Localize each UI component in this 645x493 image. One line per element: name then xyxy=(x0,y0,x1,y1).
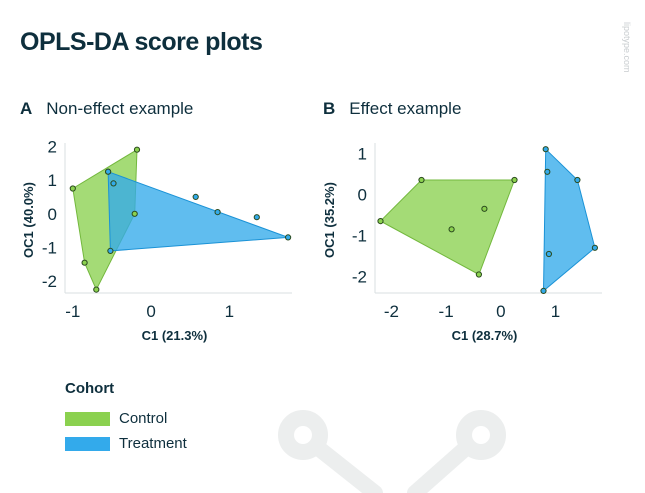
panel-b-letter: B xyxy=(323,99,336,118)
point-control xyxy=(93,286,100,293)
y-axis-title: OC1 (35.2%) xyxy=(322,182,337,258)
point-treatment xyxy=(105,168,112,175)
y-tick-label: -2 xyxy=(352,268,367,287)
y-tick-label: 1 xyxy=(358,144,367,163)
point-treatment xyxy=(545,250,553,258)
point-treatment xyxy=(574,176,581,184)
page-title: OPLS-DA score plots xyxy=(20,28,263,56)
point-treatment xyxy=(540,287,547,294)
point-control xyxy=(81,259,88,266)
panel-a-name: Non-effect example xyxy=(46,99,194,118)
point-control xyxy=(377,218,384,225)
x-axis-title: C1 (21.3%) xyxy=(142,328,208,343)
point-control xyxy=(511,176,518,184)
x-tick-label: 1 xyxy=(225,302,234,321)
point-treatment xyxy=(253,214,260,221)
legend-label-treatment: Treatment xyxy=(119,435,187,452)
panel-b-label: B Effect example xyxy=(323,99,461,119)
legend-item-treatment: Treatment xyxy=(65,431,187,456)
point-control xyxy=(481,205,488,212)
panel-b-name: Effect example xyxy=(349,99,462,118)
x-tick-label: 0 xyxy=(496,302,505,321)
point-control xyxy=(131,210,138,217)
y-tick-label: 0 xyxy=(358,185,367,204)
point-control xyxy=(69,185,76,192)
x-axis-title: C1 (28.7%) xyxy=(452,328,518,343)
x-tick-label: 0 xyxy=(146,302,155,321)
x-tick-label: 1 xyxy=(551,302,560,321)
legend-swatch-control xyxy=(65,411,110,426)
hull-control xyxy=(379,179,516,276)
point-control xyxy=(418,176,425,184)
point-treatment xyxy=(110,180,117,187)
y-tick-label: -1 xyxy=(42,238,57,257)
x-tick-label: -2 xyxy=(384,302,399,321)
y-tick-label: 0 xyxy=(48,205,57,224)
point-treatment xyxy=(591,244,599,251)
legend-title: Cohort xyxy=(65,380,115,397)
point-treatment xyxy=(544,168,551,175)
hull-treatment xyxy=(107,170,289,252)
panel-a-label: A Non-effect example xyxy=(20,99,193,119)
point-control xyxy=(475,271,482,278)
legend-label-control: Control xyxy=(119,410,168,427)
point-control xyxy=(448,226,455,233)
point-treatment xyxy=(214,209,221,216)
legend: Cohort Control Treatment xyxy=(65,380,187,456)
legend-item-control: Control xyxy=(65,406,187,431)
point-treatment xyxy=(192,193,199,200)
panel-a-letter: A xyxy=(20,99,33,118)
y-axis-title: OC1 (40.0%) xyxy=(21,182,36,258)
y-tick-label: 1 xyxy=(48,171,57,190)
x-tick-label: -1 xyxy=(439,302,454,321)
point-treatment xyxy=(107,247,114,254)
legend-swatch-treatment xyxy=(65,436,110,451)
point-treatment xyxy=(285,234,292,241)
point-control xyxy=(133,146,141,153)
lipotype-logo-watermark xyxy=(278,410,506,493)
x-tick-label: -1 xyxy=(65,302,80,321)
y-tick-label: -2 xyxy=(42,272,57,291)
point-treatment xyxy=(542,146,549,153)
y-tick-label: 2 xyxy=(48,137,57,156)
hull-treatment xyxy=(542,148,596,292)
y-tick-label: -1 xyxy=(352,226,367,245)
